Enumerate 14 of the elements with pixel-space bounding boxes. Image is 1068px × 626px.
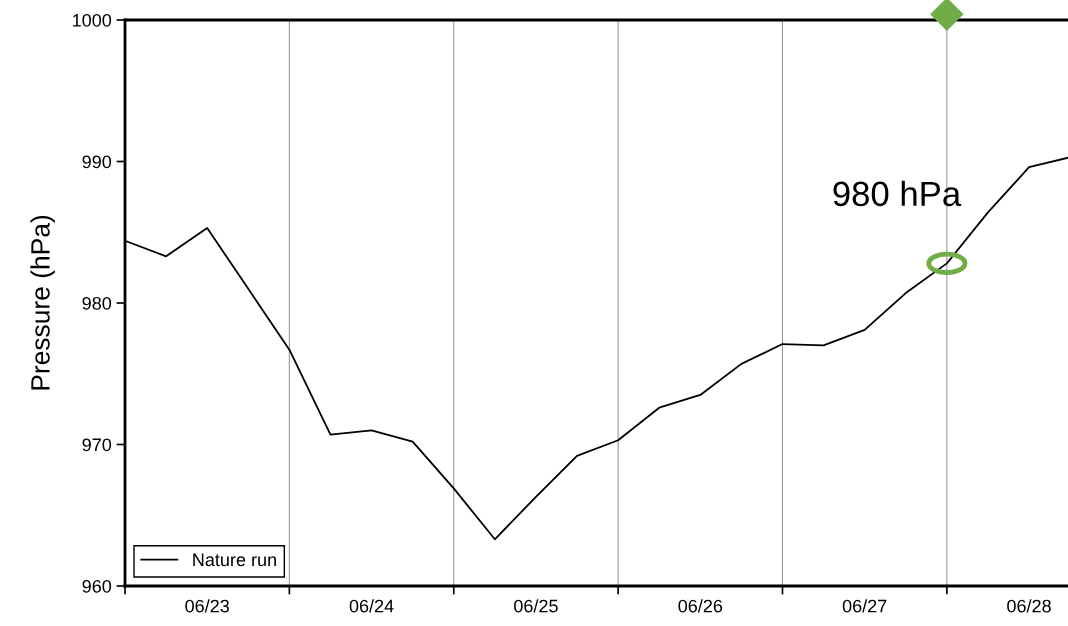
x-tick-label: 06/23 — [185, 599, 229, 613]
annotation: 980 hPa — [833, 180, 962, 207]
x-tick-label: 06/27 — [842, 599, 887, 613]
y-tick-label: 1000 — [73, 13, 112, 27]
y-tick-label: 970 — [82, 438, 112, 452]
y-axis-title: Pressure (hPa) — [30, 215, 55, 390]
y-tick-label: 960 — [82, 579, 112, 593]
x-tick-label: 06/24 — [349, 599, 394, 613]
x-tick-label: 06/28 — [1007, 599, 1051, 613]
y-tick-label: 980 — [82, 296, 112, 310]
x-tick-label: 06/25 — [514, 599, 558, 613]
x-tick-label: 06/26 — [678, 599, 723, 613]
legend-label: Nature run — [193, 553, 276, 567]
y-tick-label: 990 — [82, 155, 112, 169]
